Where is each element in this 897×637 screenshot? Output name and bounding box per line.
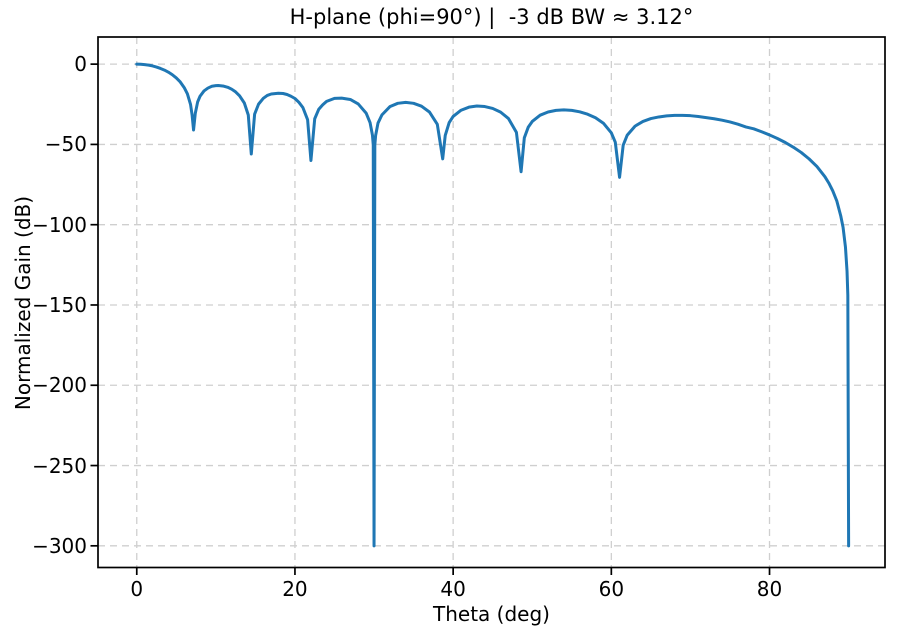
y-tick-label: −250: [32, 453, 87, 478]
y-tick-label: 0: [74, 52, 87, 77]
y-tick-label: −200: [32, 373, 87, 398]
x-tick-label: 60: [598, 577, 625, 601]
x-tick-label: 80: [756, 577, 783, 601]
gain-curve: [135, 62, 851, 548]
chart-title: H-plane (phi=90°) | -3 dB BW ≈ 3.12°: [289, 5, 694, 29]
y-tick-label: −100: [32, 212, 87, 237]
x-axis-label: Theta (deg): [433, 602, 550, 626]
y-tick-label: −150: [32, 292, 87, 317]
x-tick-label: 40: [440, 577, 466, 601]
y-tick-label: −300: [32, 533, 87, 558]
x-tick-label: 0: [130, 577, 144, 601]
plot-border: [97, 36, 886, 569]
x-tick-label: 20: [282, 577, 308, 601]
y-tick-label: −50: [44, 132, 87, 157]
